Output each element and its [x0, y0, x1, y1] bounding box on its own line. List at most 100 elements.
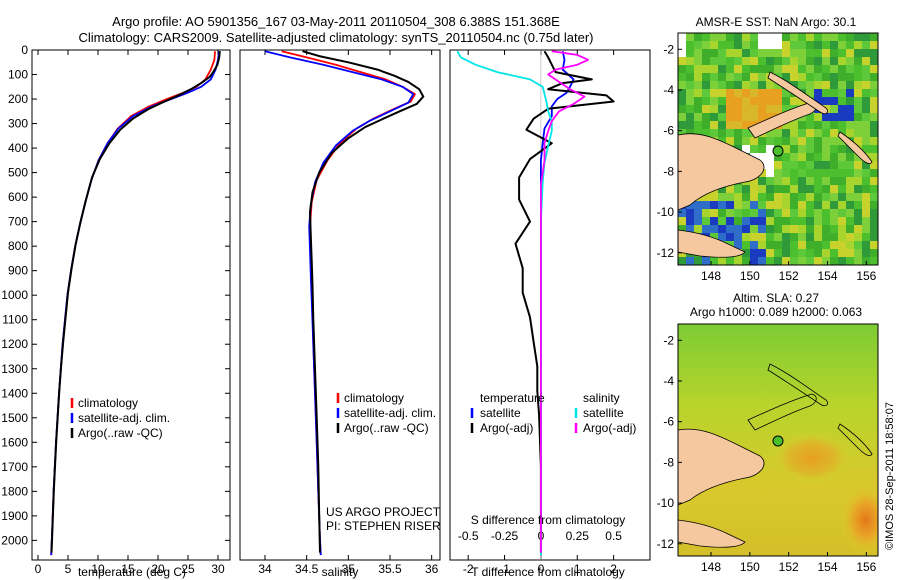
sst-pixel	[694, 81, 703, 90]
sst-pixel	[678, 265, 686, 273]
sst-pixel	[742, 105, 751, 114]
sst-pixel	[750, 97, 759, 106]
sst-pixel	[742, 65, 751, 74]
y-tick-label: 1800	[1, 484, 28, 498]
sst-pixel	[686, 225, 695, 234]
sst-pixel	[734, 113, 743, 122]
sst-pixel	[678, 121, 687, 130]
sst-pixel	[830, 185, 839, 194]
sst-pixel	[718, 193, 727, 202]
sst-pixel	[774, 161, 783, 170]
sst-pixel	[766, 153, 775, 162]
lon-tick-label: 152	[779, 269, 799, 283]
s-difference-label: S difference from climatology	[471, 513, 626, 527]
sst-pixel	[734, 65, 743, 74]
legend-t-argo-label: Argo(-adj)	[480, 421, 533, 435]
sst-pixel	[878, 217, 886, 225]
sst-pixel	[694, 57, 703, 66]
sst-pixel	[742, 241, 751, 250]
sst-pixel	[846, 121, 855, 130]
y-tick-label: 2000	[1, 533, 28, 547]
sst-pixel	[686, 121, 695, 130]
lon-tick-label: 150	[740, 560, 760, 574]
sst-pixel	[710, 97, 719, 106]
sst-pixel	[774, 137, 783, 146]
sst-pixel	[718, 49, 727, 58]
sst-pixel	[718, 57, 727, 66]
sst-pixel	[838, 153, 847, 162]
sst-pixel	[854, 153, 863, 162]
sst-pixel	[806, 249, 815, 258]
y-tick-label: 600	[8, 190, 28, 204]
sst-pixel	[782, 225, 791, 234]
salinity-axis: 34 34.5 35 35.5 36	[258, 50, 439, 576]
sst-pixel	[774, 57, 783, 66]
sst-pixel	[814, 225, 823, 234]
sst-pixel	[790, 201, 799, 210]
sst-pixel	[878, 161, 886, 169]
sst-map-title: AMSR-E SST: NaN Argo: 30.1	[696, 15, 857, 29]
sst-pixel	[758, 73, 767, 82]
sst-pixel	[838, 209, 847, 218]
sst-pixel	[782, 249, 791, 258]
x-tick-label: 20	[151, 562, 165, 576]
sst-pixel	[686, 33, 695, 42]
sst-pixel	[718, 233, 727, 242]
sst-pixel	[766, 129, 775, 138]
sst-pixel	[750, 185, 759, 194]
sst-pixel	[774, 241, 783, 250]
sst-pixel	[870, 121, 878, 130]
sst-pixel	[790, 33, 799, 42]
sst-pixel	[774, 41, 783, 50]
legend-t-satellite-label: satellite	[480, 406, 521, 420]
sst-pixel	[726, 137, 735, 146]
sst-pixel	[702, 89, 711, 98]
sst-pixel	[790, 249, 799, 258]
difference-panel: -2 -1 0 1 2 -0.5 -0.25 0 0.25 0.5 S difference f…	[449, 49, 651, 579]
sst-pixel	[878, 193, 886, 201]
sst-pixel	[678, 73, 687, 82]
sst-pixel	[830, 89, 839, 98]
legend-s-argo-label: Argo(-adj)	[583, 421, 636, 435]
x-tick-label: 34	[258, 562, 272, 576]
lat-tick-label: -2	[663, 42, 674, 56]
sst-pixel	[862, 201, 871, 210]
sst-pixel	[694, 121, 703, 130]
sst-pixel	[742, 225, 751, 234]
sst-pixel	[814, 185, 823, 194]
solomon-islands-coastline	[837, 423, 873, 456]
sst-pixel	[806, 209, 815, 218]
sst-pixel	[718, 121, 727, 130]
sst-pixel	[774, 217, 783, 226]
sst-pixel	[750, 145, 759, 154]
sst-pixel	[878, 145, 886, 153]
sst-pixel	[686, 97, 695, 106]
sst-pixel	[782, 161, 791, 170]
sst-pixel	[718, 137, 727, 146]
sst-pixel	[766, 265, 774, 273]
sst-pixel	[758, 41, 767, 50]
t-difference-label: T difference from climatology	[471, 565, 625, 579]
sst-pixel	[734, 193, 743, 202]
sst-pixel	[782, 73, 791, 82]
sst-pixel	[750, 49, 759, 58]
sst-map-axes: -2 -4 -6 -8 -10 -12 148 150 152 154 156	[657, 42, 877, 283]
sst-pixel	[798, 57, 807, 66]
sst-pixel	[854, 105, 863, 114]
sst-pixel	[710, 89, 719, 98]
sst-pixel	[710, 201, 719, 210]
sst-pixel	[838, 97, 847, 106]
lat-tick-label: -6	[663, 415, 674, 429]
sst-pixel	[854, 129, 863, 138]
sst-pixel	[758, 137, 767, 146]
sst-pixel	[806, 65, 815, 74]
sst-pixel	[846, 201, 855, 210]
sst-pixel	[766, 225, 775, 234]
sst-pixel	[830, 129, 839, 138]
sst-pixel	[782, 145, 791, 154]
sst-pixel	[710, 65, 719, 74]
sst-pixel	[814, 145, 823, 154]
sst-pixel	[790, 49, 799, 58]
sst-pixel	[870, 153, 878, 162]
sst-pixel	[814, 201, 823, 210]
